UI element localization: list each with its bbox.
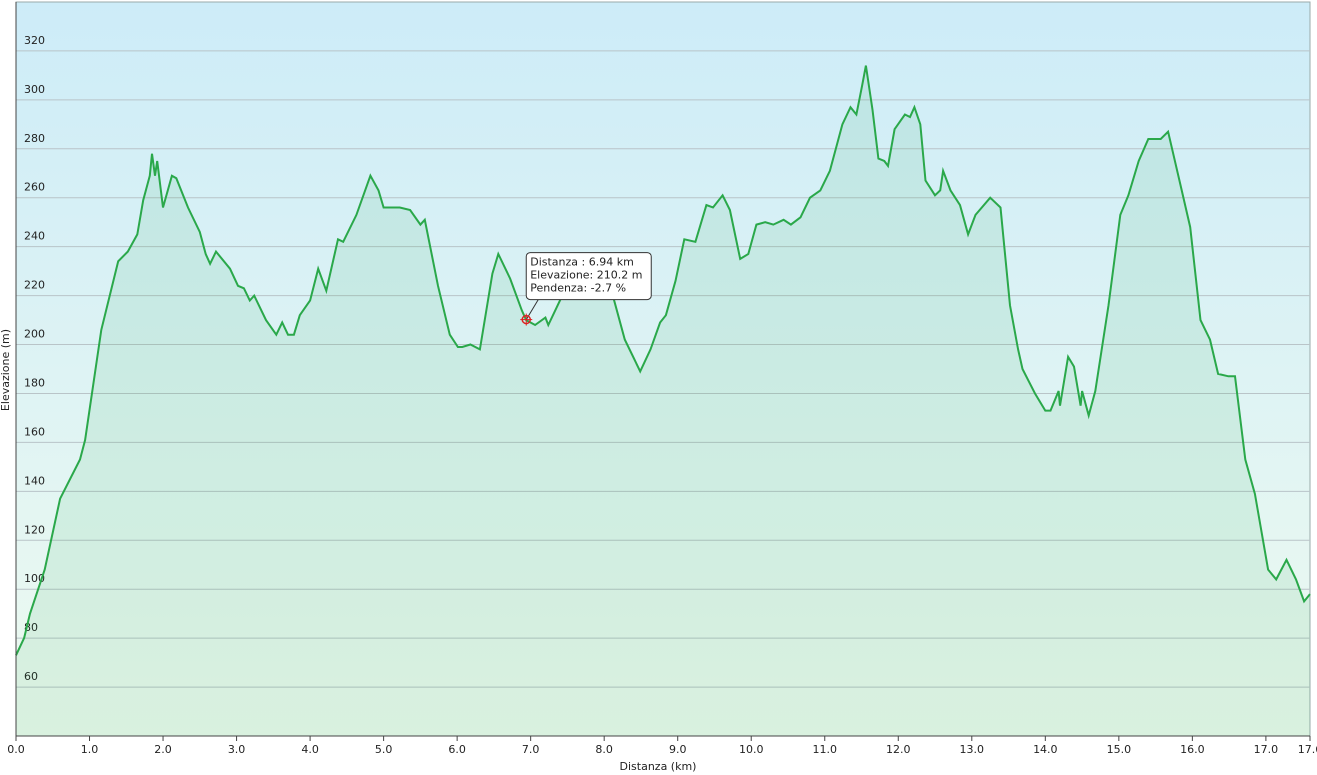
y-tick-label: 200 (24, 328, 45, 341)
x-tick-label: 15.0 (1107, 743, 1132, 756)
x-tick-label: 11.0 (813, 743, 838, 756)
tooltip-line: Elevazione: 210.2 m (530, 269, 642, 282)
y-tick-label: 260 (24, 181, 45, 194)
x-tick-label: 6.0 (448, 743, 466, 756)
x-tick-label: 4.0 (301, 743, 319, 756)
y-tick-label: 240 (24, 230, 45, 243)
x-tick-label: 5.0 (375, 743, 393, 756)
x-tick-label: 1.0 (81, 743, 99, 756)
tooltip-line: Distanza : 6.94 km (530, 256, 634, 269)
x-tick-label: 17.6 (1298, 743, 1317, 756)
x-tick-label: 9.0 (669, 743, 687, 756)
x-tick-label: 14.0 (1033, 743, 1058, 756)
elevation-line (15, 65, 1311, 656)
y-tick-label: 300 (24, 83, 45, 96)
area-fill (16, 65, 1310, 737)
x-tick-label: 10.0 (739, 743, 764, 756)
y-tick-label: 60 (24, 670, 38, 683)
y-tick-label: 120 (24, 523, 45, 536)
y-tick-label: 320 (24, 34, 45, 47)
y-tick-label: 180 (24, 376, 45, 389)
x-tick-label: 16.0 (1180, 743, 1205, 756)
x-tick-label: 8.0 (595, 743, 613, 756)
y-tick-label: 280 (24, 132, 45, 145)
y-axis-title: Elevazione (m) (0, 329, 12, 411)
x-tick-label: 13.0 (960, 743, 985, 756)
y-tick-label: 160 (24, 425, 45, 438)
tooltip-line: Pendenza: -2.7 % (530, 282, 626, 295)
x-tick-label: 2.0 (154, 743, 172, 756)
x-tick-label: 17.0 (1254, 743, 1279, 756)
x-tick-label: 7.0 (522, 743, 540, 756)
tooltip-box (525, 252, 652, 301)
x-tick-label: 0.0 (7, 743, 25, 756)
x-axis-title: Distanza (km) (620, 760, 697, 773)
x-tick-label: 12.0 (886, 743, 911, 756)
y-tick-label: 220 (24, 279, 45, 292)
y-tick-label: 140 (24, 474, 45, 487)
plot-area (15, 1, 1311, 737)
x-tick-label: 3.0 (228, 743, 246, 756)
